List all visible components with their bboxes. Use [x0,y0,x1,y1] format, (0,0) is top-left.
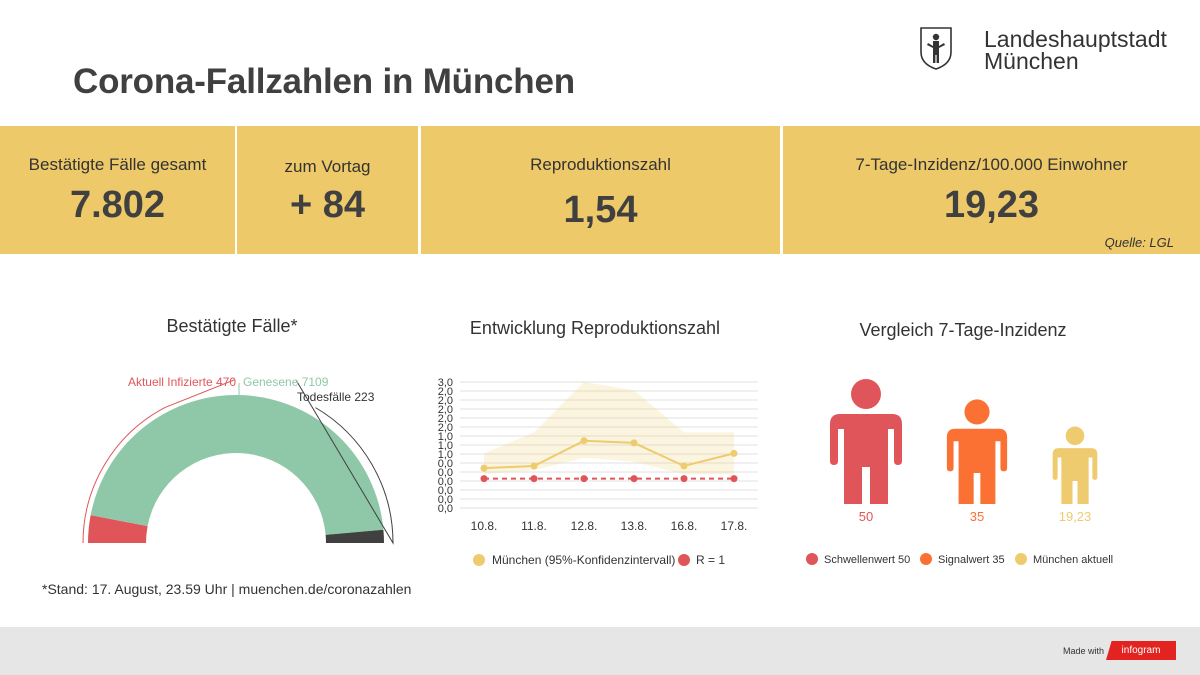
kpi-total-cases-value: 7.802 [69,184,166,226]
r1-point [630,475,638,483]
r1-point [580,475,588,483]
y-tick-label: 0,0 [438,476,453,488]
series-muenchen-line [483,439,735,470]
muenchen-point [480,464,488,472]
incidence-chart-title: Vergleich 7-Tage-Inzidenz [859,320,1067,340]
y-tick-label: 1,0 [438,440,453,452]
kpi-day-change-label: zum Vortag [284,157,371,176]
value-label: 19,23 [1059,509,1092,524]
pictogram-person [946,399,1008,504]
brand-logo-block[interactable]: Landeshauptstadt München [918,26,1188,74]
muenchen-point [730,449,738,457]
infogram-badge[interactable]: infogram [1106,641,1176,660]
kpi-day-change-value: + 84 [289,184,366,226]
y-tick-label: 3,0 [438,377,453,389]
y-tick-label: 2,0 [438,413,453,425]
kpi-reproduction-value: 1,54 [563,189,638,231]
y-tick-label: 2,0 [438,422,453,434]
source-note: Quelle: LGL [1104,235,1174,250]
y-tick-label: 2,0 [438,386,453,398]
brand-name-line2: München [984,48,1079,74]
r1-point [530,475,538,483]
muenchen-point [580,437,588,445]
r1-point [480,475,488,483]
footer-bar [0,627,1200,675]
legend-muenchen-marker [473,554,485,566]
page-title: Corona-Fallzahlen in München [73,62,575,101]
legend-label: Signalwert 35 [938,554,1005,566]
muenchen-point [530,462,538,470]
r1-point [680,475,688,483]
kpi-incidence-value: 19,23 [943,184,1040,226]
y-tick-label: 0,0 [438,485,453,497]
kpi-reproduction: Reproduktionszahl 1,54 [421,126,780,254]
value-label: 35 [970,509,984,524]
legend-label: München aktuell [1033,554,1113,566]
x-tick-label: 17.8. [721,519,748,533]
y-tick-label: 0,0 [438,467,453,479]
footnote: *Stand: 17. August, 23.59 Uhr | muenchen… [42,581,412,597]
value-label: 50 [859,509,873,524]
pictogram-person [1052,426,1098,504]
y-tick-label: 0,0 [438,494,453,506]
legend-marker [806,553,818,565]
legend-marker [1015,553,1027,565]
kpi-incidence: 7-Tage-Inzidenz/100.000 Einwohner 19,23 … [783,126,1200,254]
slice-deaths [325,529,385,543]
legend-muenchen-label: München (95%-Konfidenzintervall) [492,553,675,567]
pictogram-person [830,379,902,504]
cases-chart-title: Bestätigte Fälle* [166,316,298,336]
x-tick-label: 12.8. [571,519,598,533]
kpi-total-cases-label: Bestätigte Fälle gesamt [28,155,207,174]
x-tick-label: 11.8. [521,519,547,533]
x-tick-label: 16.8. [671,519,698,533]
slice-active-infected [88,515,148,543]
callout-deaths-line [295,379,394,545]
legend-marker [920,553,932,565]
kpi-total-cases: Bestätigte Fälle gesamt 7.802 [0,126,235,254]
muenchen-point [680,462,688,470]
muenchen-point [630,439,638,447]
x-tick-label: 10.8. [471,519,498,533]
kpi-day-change: zum Vortag + 84 [237,126,418,254]
brand-name-line1: Landeshauptstadt [984,26,1167,52]
r-chart-title: Entwicklung Reproduktionszahl [469,318,721,338]
y-tick-label: 1,0 [438,431,453,443]
kpi-reproduction-label: Reproduktionszahl [530,155,671,174]
made-with-label: Made with [1063,646,1105,656]
kpi-incidence-label: 7-Tage-Inzidenz/100.000 Einwohner [855,155,1128,174]
slice-recovered [90,394,384,535]
label-recovered: Genesene 7109 [243,375,329,389]
y-tick-label: 2,0 [438,404,453,416]
y-tick-label: 2,0 [438,395,453,407]
label-deaths: Todesfälle 223 [297,390,375,404]
legend-r1-label: R = 1 [696,553,725,567]
munich-coat-of-arms-icon [920,27,952,70]
confidence-band [484,382,734,475]
y-tick-label: 0,0 [438,458,453,470]
r1-point [730,475,738,483]
y-tick-label: 0,0 [438,503,453,515]
x-tick-label: 13.8. [621,519,648,533]
y-tick-label: 1,0 [438,449,453,461]
kpi-band: Bestätigte Fälle gesamt 7.802 zum Vortag… [0,126,1200,254]
legend-label: Schwellenwert 50 [824,554,910,566]
label-active-infected: Aktuell Infizierte 470 [128,375,236,389]
callout-active-line [82,379,235,544]
legend-r1-marker [678,554,690,566]
